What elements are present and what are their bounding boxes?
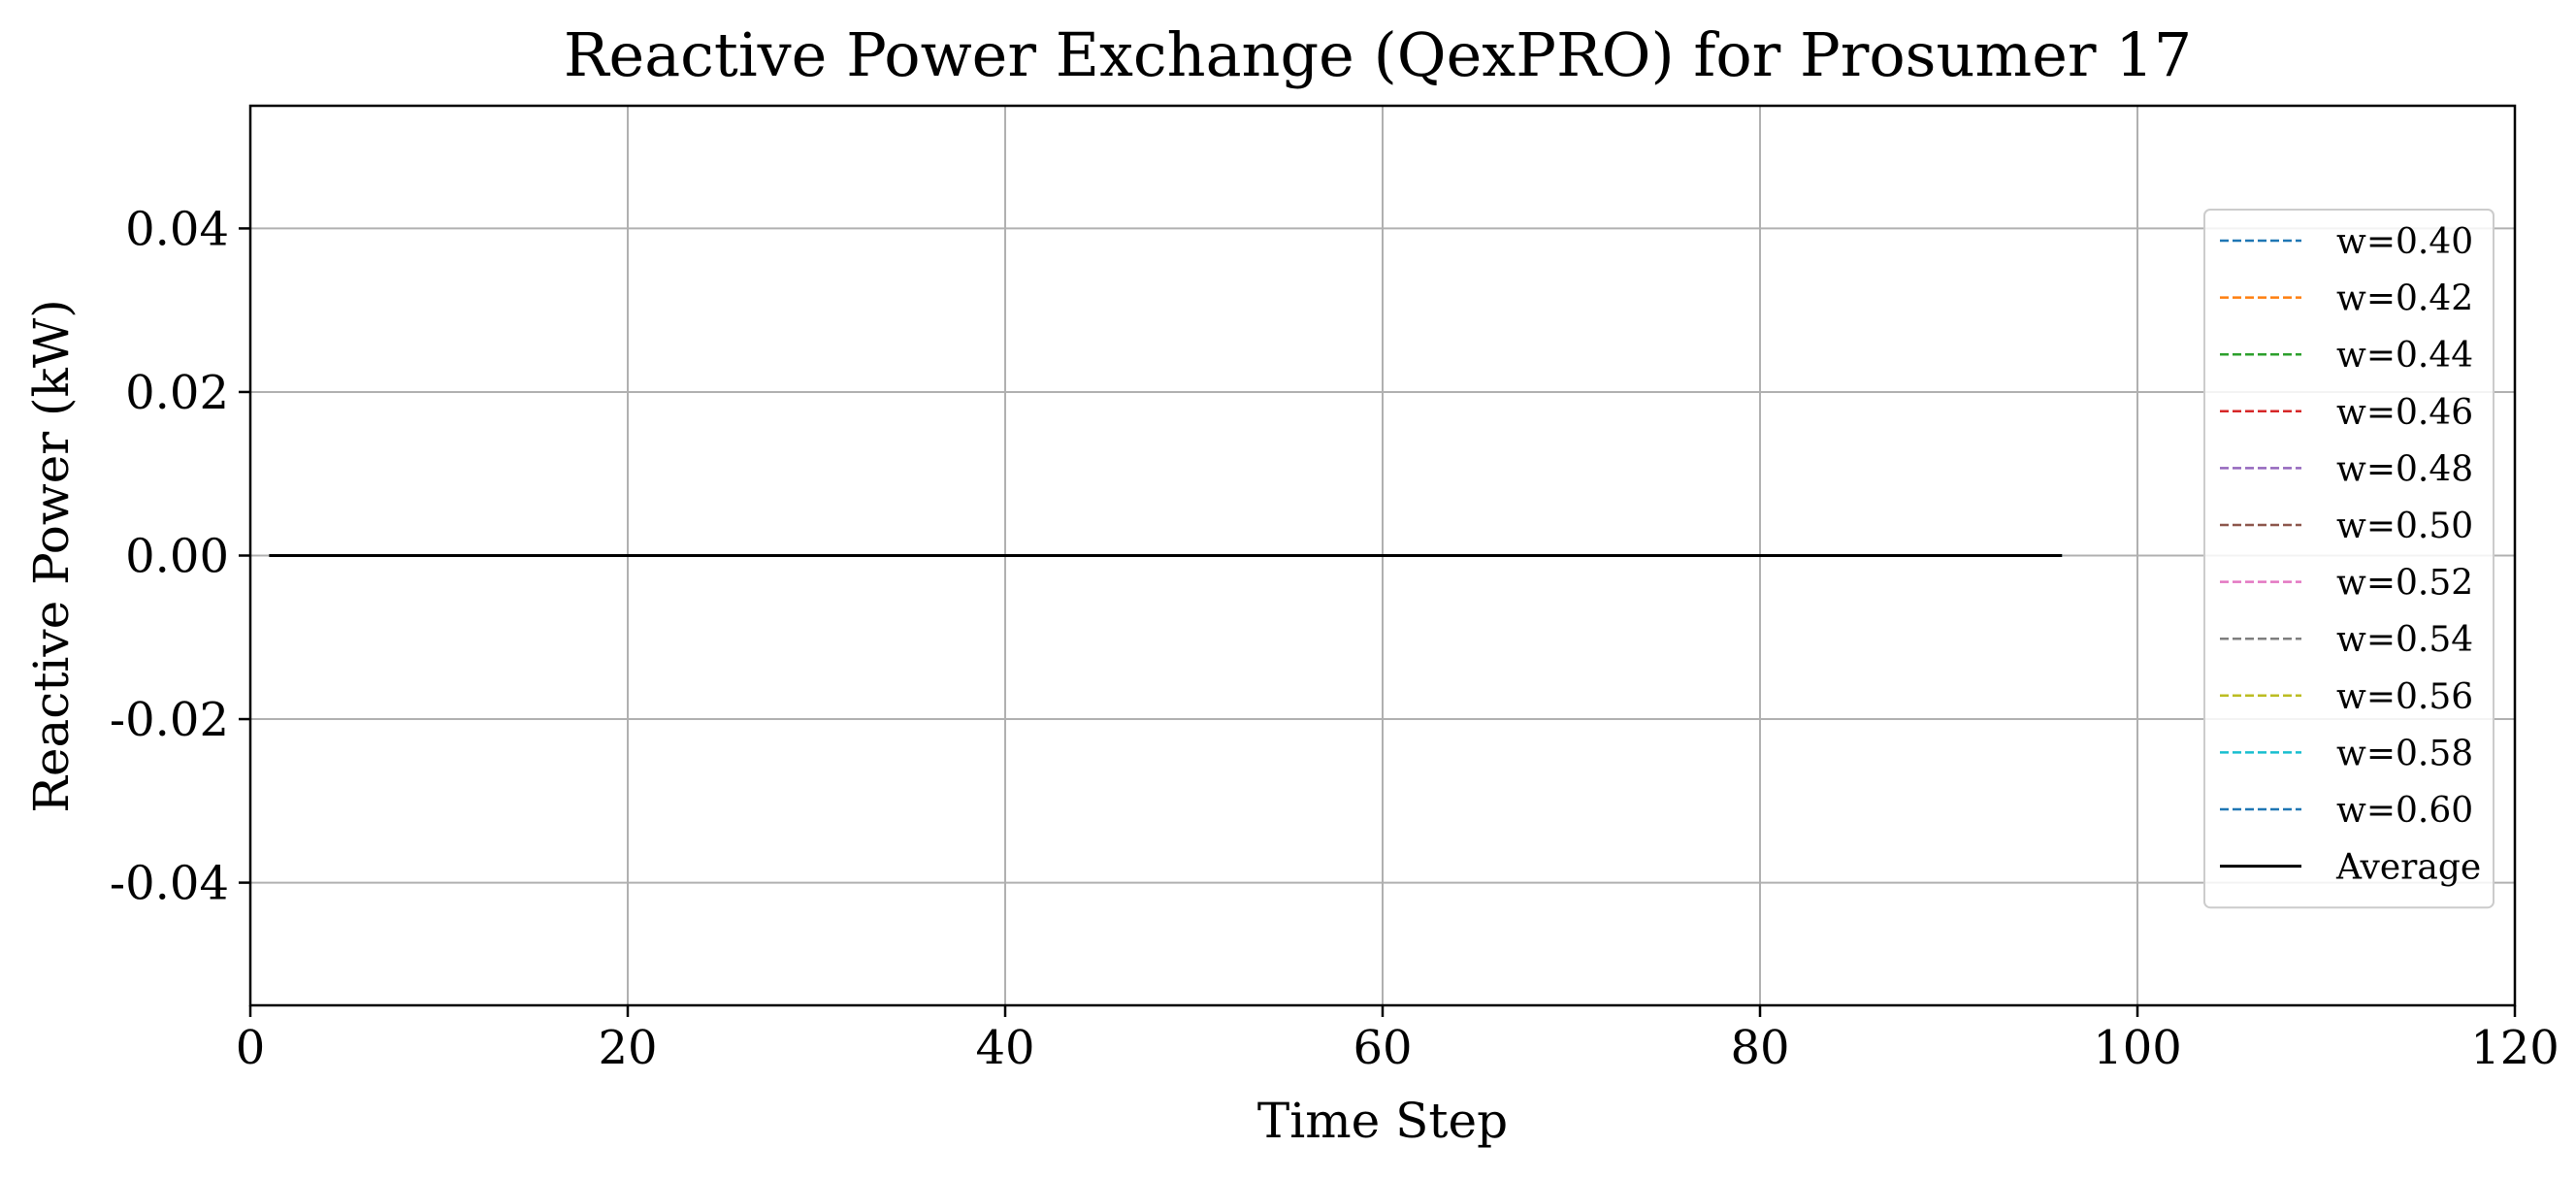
y-tick-label: 0.02: [125, 366, 229, 420]
x-tick-label: 0: [236, 1021, 266, 1075]
legend-box: [2203, 209, 2494, 909]
tick-layer: 0 20 40 60 80 100 120 0.04 0.02 0.00 -0.02 -0.04: [110, 202, 2560, 1075]
legend-label: w=0.44: [2336, 336, 2473, 376]
legend-label: w=0.54: [2336, 620, 2473, 660]
legend-label: w=0.60: [2336, 791, 2473, 831]
x-tick-label: 100: [2093, 1021, 2182, 1075]
x-tick-label: 60: [1353, 1021, 1412, 1075]
x-tick-label: 120: [2470, 1021, 2560, 1075]
legend-label: w=0.50: [2336, 507, 2473, 546]
y-tick-label: -0.02: [110, 693, 229, 747]
legend-label: w=0.40: [2336, 222, 2473, 262]
legend-label: w=0.56: [2336, 677, 2473, 717]
x-tick-label: 20: [598, 1021, 657, 1075]
y-axis-label: Reactive Power (kW): [23, 299, 80, 812]
y-tick-label: 0.00: [125, 530, 229, 584]
legend-label: Average: [2335, 848, 2481, 888]
legend-label: w=0.58: [2336, 734, 2473, 773]
legend-label: w=0.42: [2336, 279, 2473, 319]
legend: w=0.40 w=0.42 w=0.44 w=0.46 w=0.48 w=0.50 w=0.…: [2203, 209, 2494, 909]
x-axis-label: Time Step: [1257, 1093, 1508, 1149]
legend-label: w=0.48: [2336, 449, 2473, 489]
chart-title: Reactive Power Exchange (QexPRO) for Pro…: [564, 19, 2192, 90]
y-tick-label: 0.04: [125, 202, 229, 256]
y-tick-label: -0.04: [110, 857, 229, 911]
grid-layer: [250, 106, 2515, 1005]
legend-label: w=0.46: [2336, 393, 2473, 433]
x-tick-label: 80: [1730, 1021, 1789, 1075]
x-tick-label: 40: [975, 1021, 1034, 1075]
legend-label: w=0.52: [2336, 564, 2473, 604]
